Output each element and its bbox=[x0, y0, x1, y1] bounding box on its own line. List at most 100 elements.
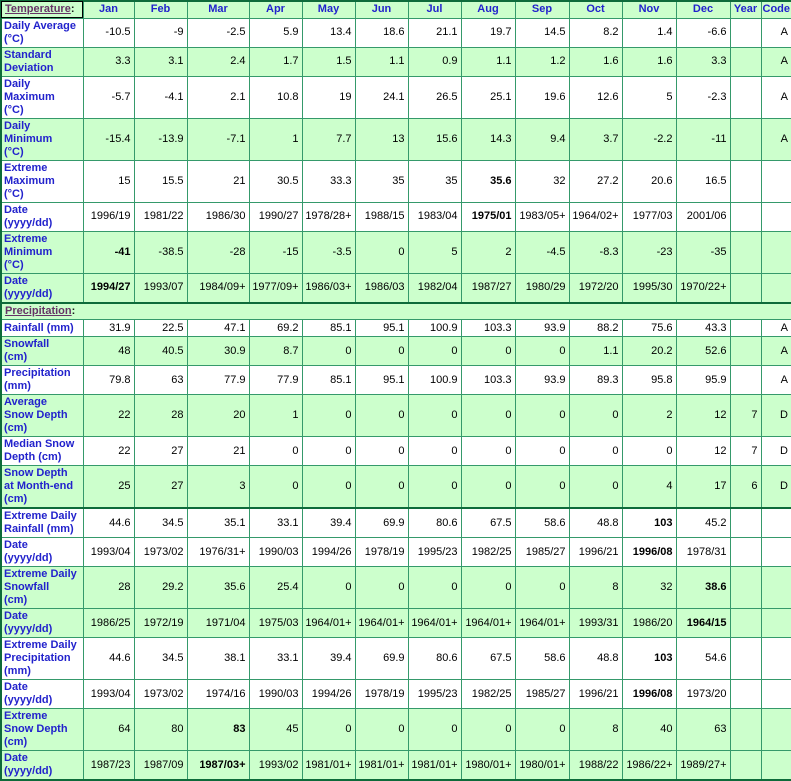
value-cell-sep: 58.6 bbox=[514, 507, 570, 538]
value-cell-aug: 0 bbox=[460, 394, 516, 437]
value-cell-sep: 19.6 bbox=[514, 75, 570, 119]
value-cell-may: 0 bbox=[301, 436, 356, 466]
value-cell-feb: -9 bbox=[133, 17, 188, 48]
value-cell-jun: 1964/01+ bbox=[354, 608, 409, 638]
value-cell-may: 85.1 bbox=[301, 365, 356, 395]
value-cell-apr: 1 bbox=[248, 394, 303, 437]
value-cell-may: 0 bbox=[301, 708, 356, 751]
value-cell-sep: 93.9 bbox=[514, 365, 570, 395]
value-cell-apr: 10.8 bbox=[248, 75, 303, 119]
temperature-section-link[interactable]: Temperature bbox=[5, 3, 71, 16]
value-cell-feb: 3.1 bbox=[133, 46, 188, 77]
value-cell-may: 33.3 bbox=[301, 159, 356, 203]
value-cell-mar: 47.1 bbox=[186, 319, 250, 337]
row-label: Date (yyyy/dd) bbox=[0, 537, 84, 567]
value-cell-may: 13.4 bbox=[301, 17, 356, 48]
row-label: Daily Maximum (°C) bbox=[0, 75, 84, 119]
value-cell-jan: 44.6 bbox=[82, 507, 135, 538]
value-cell-may: -3.5 bbox=[301, 230, 356, 274]
year-cell bbox=[729, 637, 762, 680]
value-cell-jun: 18.6 bbox=[354, 17, 409, 48]
row-label: Extreme Daily Snowfall (cm) bbox=[0, 566, 84, 609]
precipitation-section-row: Precipitation: bbox=[0, 301, 791, 320]
value-cell-nov: 1995/30 bbox=[621, 272, 677, 303]
value-cell-sep: 0 bbox=[514, 394, 570, 437]
value-cell-jul: 1983/04 bbox=[407, 201, 462, 232]
value-cell-mar: 83 bbox=[186, 708, 250, 751]
year-cell bbox=[729, 117, 762, 161]
value-cell-jan: 1986/25 bbox=[82, 608, 135, 638]
row-label: Precipitation (mm) bbox=[0, 365, 84, 395]
code-cell bbox=[760, 637, 791, 680]
row-date-yyyy-dd: Date (yyyy/dd) 1996/19 1981/22 1986/30 1990/… bbox=[0, 201, 791, 232]
value-cell-dec: -35 bbox=[675, 230, 731, 274]
value-cell-jul: 26.5 bbox=[407, 75, 462, 119]
value-cell-feb: -4.1 bbox=[133, 75, 188, 119]
year-cell bbox=[729, 365, 762, 395]
row-label: Extreme Snow Depth (cm) bbox=[0, 708, 84, 751]
row-median-snow-depth-cm: Median Snow Depth (cm) 22 27 21 0 0 0 0 0 0 0 0 12 7 D bbox=[0, 436, 791, 466]
code-cell bbox=[760, 566, 791, 609]
value-cell-oct: 0 bbox=[568, 465, 623, 509]
value-cell-jul: 1982/04 bbox=[407, 272, 462, 303]
year-cell bbox=[729, 537, 762, 567]
value-cell-oct: 1.1 bbox=[568, 336, 623, 366]
value-cell-feb: 63 bbox=[133, 365, 188, 395]
value-cell-may: 1978/28+ bbox=[301, 201, 356, 232]
code-cell bbox=[760, 272, 791, 303]
value-cell-mar: 38.1 bbox=[186, 637, 250, 680]
column-header-sep: Sep bbox=[514, 0, 570, 19]
column-header-feb: Feb bbox=[133, 0, 188, 19]
value-cell-sep: 0 bbox=[514, 566, 570, 609]
value-cell-feb: 80 bbox=[133, 708, 188, 751]
temperature-section-cell: Temperature: bbox=[0, 0, 84, 19]
value-cell-dec: 63 bbox=[675, 708, 731, 751]
year-cell bbox=[729, 679, 762, 709]
value-cell-oct: 1.6 bbox=[568, 46, 623, 77]
value-cell-jun: 13 bbox=[354, 117, 409, 161]
value-cell-mar: 2.4 bbox=[186, 46, 250, 77]
precipitation-section-colon: : bbox=[71, 304, 76, 317]
value-cell-jul: 5 bbox=[407, 230, 462, 274]
value-cell-jan: 79.8 bbox=[82, 365, 135, 395]
value-cell-sep: 1983/05+ bbox=[514, 201, 570, 232]
row-date-yyyy-dd: Date (yyyy/dd) 1986/25 1972/19 1971/04 1975/… bbox=[0, 608, 791, 638]
value-cell-aug: 0 bbox=[460, 436, 516, 466]
value-cell-apr: 25.4 bbox=[248, 566, 303, 609]
row-label: Extreme Daily Precipitation (mm) bbox=[0, 637, 84, 680]
value-cell-sep: 58.6 bbox=[514, 637, 570, 680]
code-cell bbox=[760, 230, 791, 274]
value-cell-feb: 1981/22 bbox=[133, 201, 188, 232]
value-cell-nov: 1986/20 bbox=[621, 608, 677, 638]
value-cell-dec: 52.6 bbox=[675, 336, 731, 366]
value-cell-jun: 1986/03 bbox=[354, 272, 409, 303]
value-cell-dec: 16.5 bbox=[675, 159, 731, 203]
value-cell-jun: 0 bbox=[354, 465, 409, 509]
value-cell-jan: 22 bbox=[82, 394, 135, 437]
value-cell-oct: 88.2 bbox=[568, 319, 623, 337]
row-label: Extreme Daily Rainfall (mm) bbox=[0, 507, 84, 538]
row-label: Extreme Minimum (°C) bbox=[0, 230, 84, 274]
value-cell-nov: 0 bbox=[621, 436, 677, 466]
value-cell-oct: -8.3 bbox=[568, 230, 623, 274]
value-cell-feb: 1972/19 bbox=[133, 608, 188, 638]
precipitation-section-link[interactable]: Precipitation bbox=[5, 304, 72, 317]
value-cell-apr: 33.1 bbox=[248, 637, 303, 680]
value-cell-aug: 19.7 bbox=[460, 17, 516, 48]
value-cell-jan: 31.9 bbox=[82, 319, 135, 337]
value-cell-apr: 1993/02 bbox=[248, 750, 303, 781]
row-daily-maximum-c: Daily Maximum (°C) -5.7 -4.1 2.1 10.8 19 24.1 2… bbox=[0, 75, 791, 119]
row-label: Daily Minimum (°C) bbox=[0, 117, 84, 161]
value-cell-mar: 77.9 bbox=[186, 365, 250, 395]
year-cell bbox=[729, 336, 762, 366]
value-cell-jun: 0 bbox=[354, 230, 409, 274]
value-cell-sep: 93.9 bbox=[514, 319, 570, 337]
value-cell-nov: 40 bbox=[621, 708, 677, 751]
value-cell-jan: 1987/23 bbox=[82, 750, 135, 781]
column-header-dec: Dec bbox=[675, 0, 731, 19]
value-cell-dec: 3.3 bbox=[675, 46, 731, 77]
value-cell-nov: 1986/22+ bbox=[621, 750, 677, 781]
value-cell-jun: 0 bbox=[354, 336, 409, 366]
value-cell-apr: 45 bbox=[248, 708, 303, 751]
